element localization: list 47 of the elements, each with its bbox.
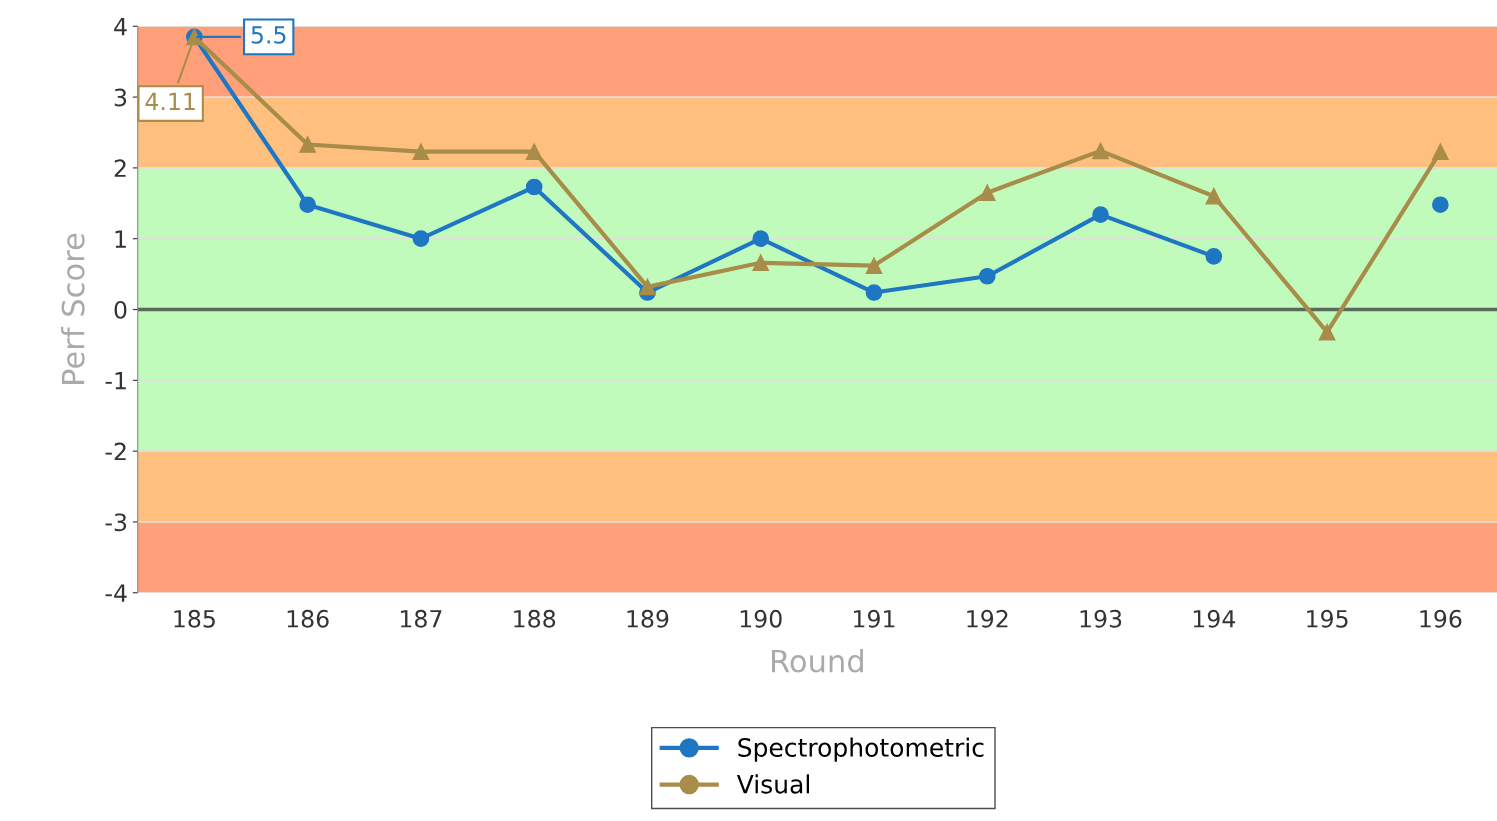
x-tick-label: 189 bbox=[627, 609, 669, 628]
point bbox=[752, 230, 770, 248]
x-tick-label: 185 bbox=[174, 609, 215, 628]
point bbox=[978, 267, 996, 285]
point bbox=[299, 196, 316, 214]
point bbox=[1205, 187, 1223, 205]
point bbox=[525, 178, 543, 196]
annotation: 5.5 bbox=[251, 26, 286, 44]
y-tick-label: 3 bbox=[114, 88, 127, 107]
x-tick-label: 194 bbox=[1193, 609, 1236, 628]
point bbox=[752, 254, 770, 272]
point bbox=[525, 143, 543, 160]
point bbox=[1318, 323, 1336, 341]
x-tick-label: 187 bbox=[400, 609, 442, 628]
point bbox=[1092, 206, 1109, 223]
y-tick-label: -2 bbox=[105, 442, 126, 461]
x-tick-label: 193 bbox=[1080, 609, 1122, 628]
y-tick-label: 1 bbox=[115, 230, 126, 248]
annotation: 4.11 bbox=[145, 92, 195, 111]
point bbox=[978, 184, 996, 202]
point bbox=[865, 257, 883, 274]
point bbox=[1432, 196, 1449, 214]
y-tick-label: 0 bbox=[114, 300, 127, 319]
point bbox=[412, 230, 430, 248]
x-tick-label: 188 bbox=[514, 609, 556, 628]
legend-label: Visual bbox=[736, 774, 809, 794]
y-tick-label: 2 bbox=[114, 159, 126, 177]
y-axis-title: Perf Score bbox=[61, 233, 85, 384]
y-tick-label: -4 bbox=[105, 584, 127, 602]
y-tick-label: 4 bbox=[114, 18, 127, 36]
point bbox=[865, 284, 883, 301]
point bbox=[299, 136, 316, 153]
x-tick-label: 195 bbox=[1307, 609, 1348, 628]
x-tick-label: 191 bbox=[854, 609, 895, 628]
x-tick-label: 186 bbox=[287, 609, 329, 628]
point bbox=[1432, 143, 1449, 160]
x-tick-label: 192 bbox=[967, 609, 1008, 628]
point bbox=[412, 143, 430, 160]
x-tick-label: 190 bbox=[740, 609, 782, 628]
x-tick-label: 196 bbox=[1420, 609, 1462, 628]
legend-label: Spectrophotometric bbox=[738, 737, 984, 762]
x-axis-title: Round bbox=[772, 648, 863, 673]
y-tick-label: -1 bbox=[105, 372, 126, 390]
point bbox=[639, 278, 656, 296]
point bbox=[1205, 248, 1223, 265]
point bbox=[1092, 142, 1109, 160]
y-tick-label: -3 bbox=[105, 513, 127, 532]
